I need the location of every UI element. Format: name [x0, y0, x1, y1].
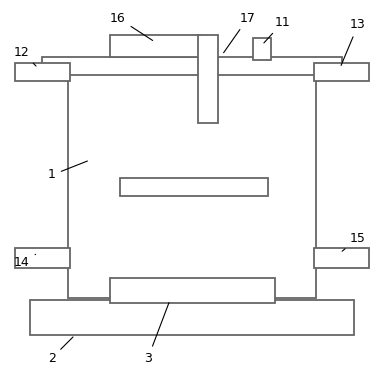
Bar	[253, 38, 271, 60]
Bar	[30, 300, 354, 335]
Text: 1: 1	[48, 161, 87, 182]
Text: 14: 14	[14, 255, 35, 268]
Text: 15: 15	[342, 232, 366, 251]
Bar	[68, 68, 316, 298]
Text: 17: 17	[224, 12, 256, 53]
Bar	[110, 35, 200, 57]
Bar	[110, 278, 275, 303]
Text: 13: 13	[341, 19, 366, 66]
Text: 12: 12	[14, 45, 36, 66]
Bar	[42, 57, 342, 75]
Bar	[198, 35, 218, 123]
Text: 11: 11	[264, 16, 291, 43]
Text: 16: 16	[110, 12, 153, 40]
Bar	[120, 178, 268, 196]
Bar	[15, 63, 70, 81]
Text: 3: 3	[144, 303, 169, 364]
Bar	[314, 248, 369, 268]
Text: 2: 2	[48, 337, 73, 364]
Bar	[15, 248, 70, 268]
Bar	[314, 63, 369, 81]
